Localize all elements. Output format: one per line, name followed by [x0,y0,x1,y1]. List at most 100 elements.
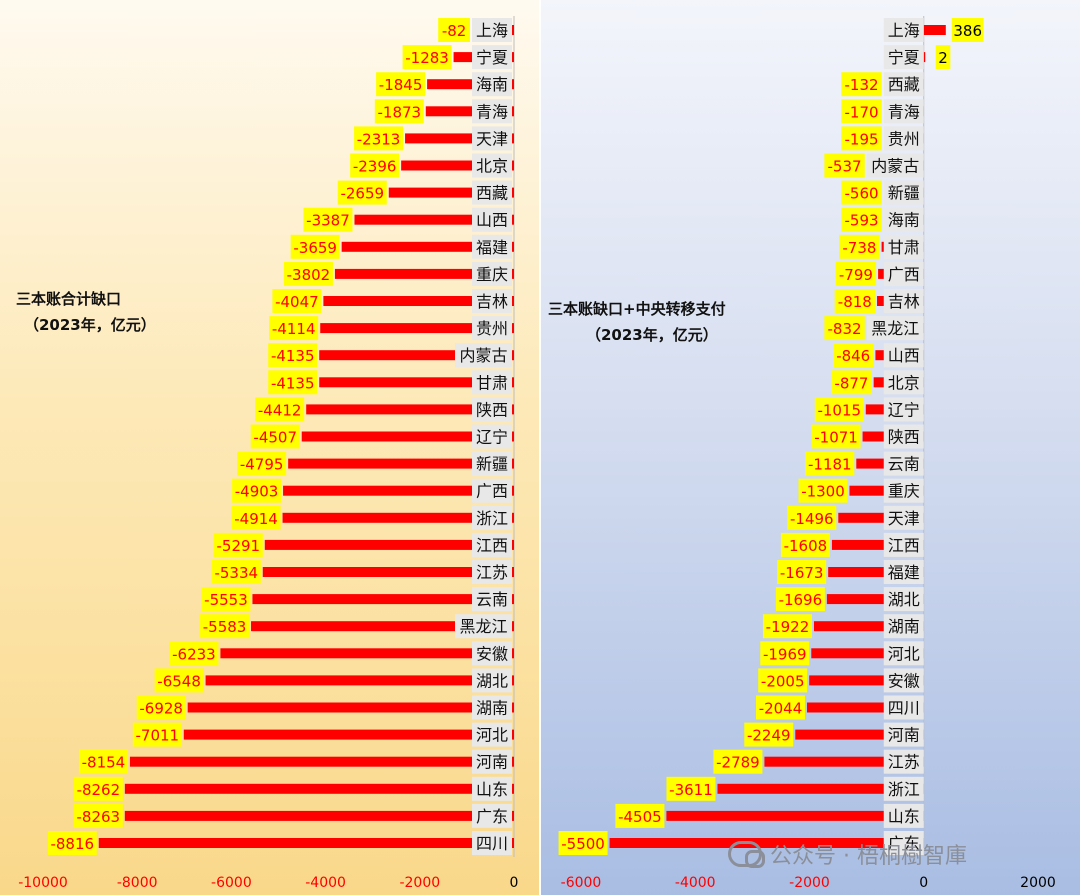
category-label: 天津 [476,129,508,148]
category-bg [455,614,512,639]
value-label: -3611 [669,781,713,799]
value-label: -832 [828,320,862,338]
category-label: 贵州 [476,319,508,338]
bar-福建 [828,567,924,577]
bar-天津 [405,133,514,144]
value-label: -2659 [340,185,384,203]
category-bg [883,749,924,774]
value-label-bg [951,18,984,42]
value-label-bg [824,153,865,178]
bar-上海 [923,25,946,35]
value-label: -1845 [379,76,423,94]
value-label-bg [666,776,716,801]
category-bg [472,424,512,449]
value-label: -4505 [618,808,662,826]
bar-青海 [425,106,514,117]
value-label: -5583 [203,618,247,636]
value-label-bg [839,234,880,259]
bar-浙江 [717,783,924,794]
value-label: -4114 [272,320,316,338]
category-bg [472,695,512,720]
category-bg [883,207,924,232]
category-bg [472,776,512,801]
bar-重庆 [334,268,514,279]
bar-江西 [831,539,924,550]
category-bg [472,532,512,557]
category-label: 天津 [888,509,920,528]
bar-河北 [811,648,924,659]
value-label-bg [255,397,305,422]
value-label-bg [211,560,261,584]
category-label: 湖南 [888,617,920,636]
tick-label: -6000 [561,875,602,891]
category-label: 北京 [888,373,920,392]
category-bg [472,370,512,395]
category-bg [472,722,512,747]
value-label-bg [615,803,665,828]
value-label-bg [805,451,855,476]
value-label: -6548 [157,672,201,690]
category-label: 江西 [476,536,508,555]
value-label: -170 [845,103,879,121]
category-bg [472,99,512,124]
value-label: -5291 [216,537,260,555]
bar-湖北 [205,675,514,686]
category-bg [883,261,924,286]
tick-label: -8000 [117,875,158,891]
category-label: 新疆 [476,455,508,474]
category-bg [883,18,924,42]
value-label: -2396 [353,158,397,176]
value-label: -1922 [766,618,810,636]
value-label: -6928 [139,700,183,718]
value-label: -7011 [135,727,179,745]
value-label: -4135 [271,347,315,365]
category-bg [472,45,512,70]
value-label: -4047 [275,293,319,311]
category-bg [472,126,512,151]
bar-内蒙古 [319,350,514,361]
category-label: 内蒙古 [871,157,919,176]
bar-辽宁 [301,431,514,442]
bar-黑龙江 [251,621,514,632]
category-bg [883,668,924,693]
chart-panel-right: 上海 386 宁夏 2 西藏 -132 青海 -170 贵州 -195 内蒙古 -537 新疆 -560 海… [541,0,1080,895]
value-label: -799 [839,266,873,284]
value-label: -738 [842,239,876,257]
category-bg [472,261,512,286]
category-label: 湖南 [476,699,508,718]
category-bg [883,99,924,124]
value-label-bg [283,261,333,286]
bar-浙江 [282,512,514,523]
value-label-bg [841,180,882,205]
wechat-icon [728,841,765,868]
category-bg [883,451,924,476]
value-label-bg [841,126,882,151]
category-bg [472,505,512,530]
category-label: 福建 [476,238,508,257]
tick-label: -4000 [305,875,346,891]
category-label: 黑龙江 [459,617,507,636]
value-label: -4507 [253,429,297,447]
value-label-bg [824,316,865,341]
value-label: -4795 [240,456,284,474]
tick-label: -2000 [399,875,440,891]
chart-subtitle: （2023年，亿元） [586,326,718,344]
category-label: 河北 [476,726,508,745]
bar-海南 [427,79,514,90]
category-bg [472,289,512,313]
category-bg [883,722,924,747]
category-bg [472,803,512,828]
value-label-bg [231,505,281,530]
value-label: -1673 [780,564,824,582]
value-label-bg [73,776,123,801]
value-label-bg [136,695,186,720]
value-label: -3659 [293,239,337,257]
value-label: -4135 [271,374,315,392]
category-bg [866,316,924,341]
value-label-bg [755,695,805,720]
value-label: -1696 [779,591,823,609]
value-label-bg [833,343,874,368]
value-label: -8154 [82,754,126,772]
category-bg [883,560,924,584]
value-label-bg [835,261,877,286]
